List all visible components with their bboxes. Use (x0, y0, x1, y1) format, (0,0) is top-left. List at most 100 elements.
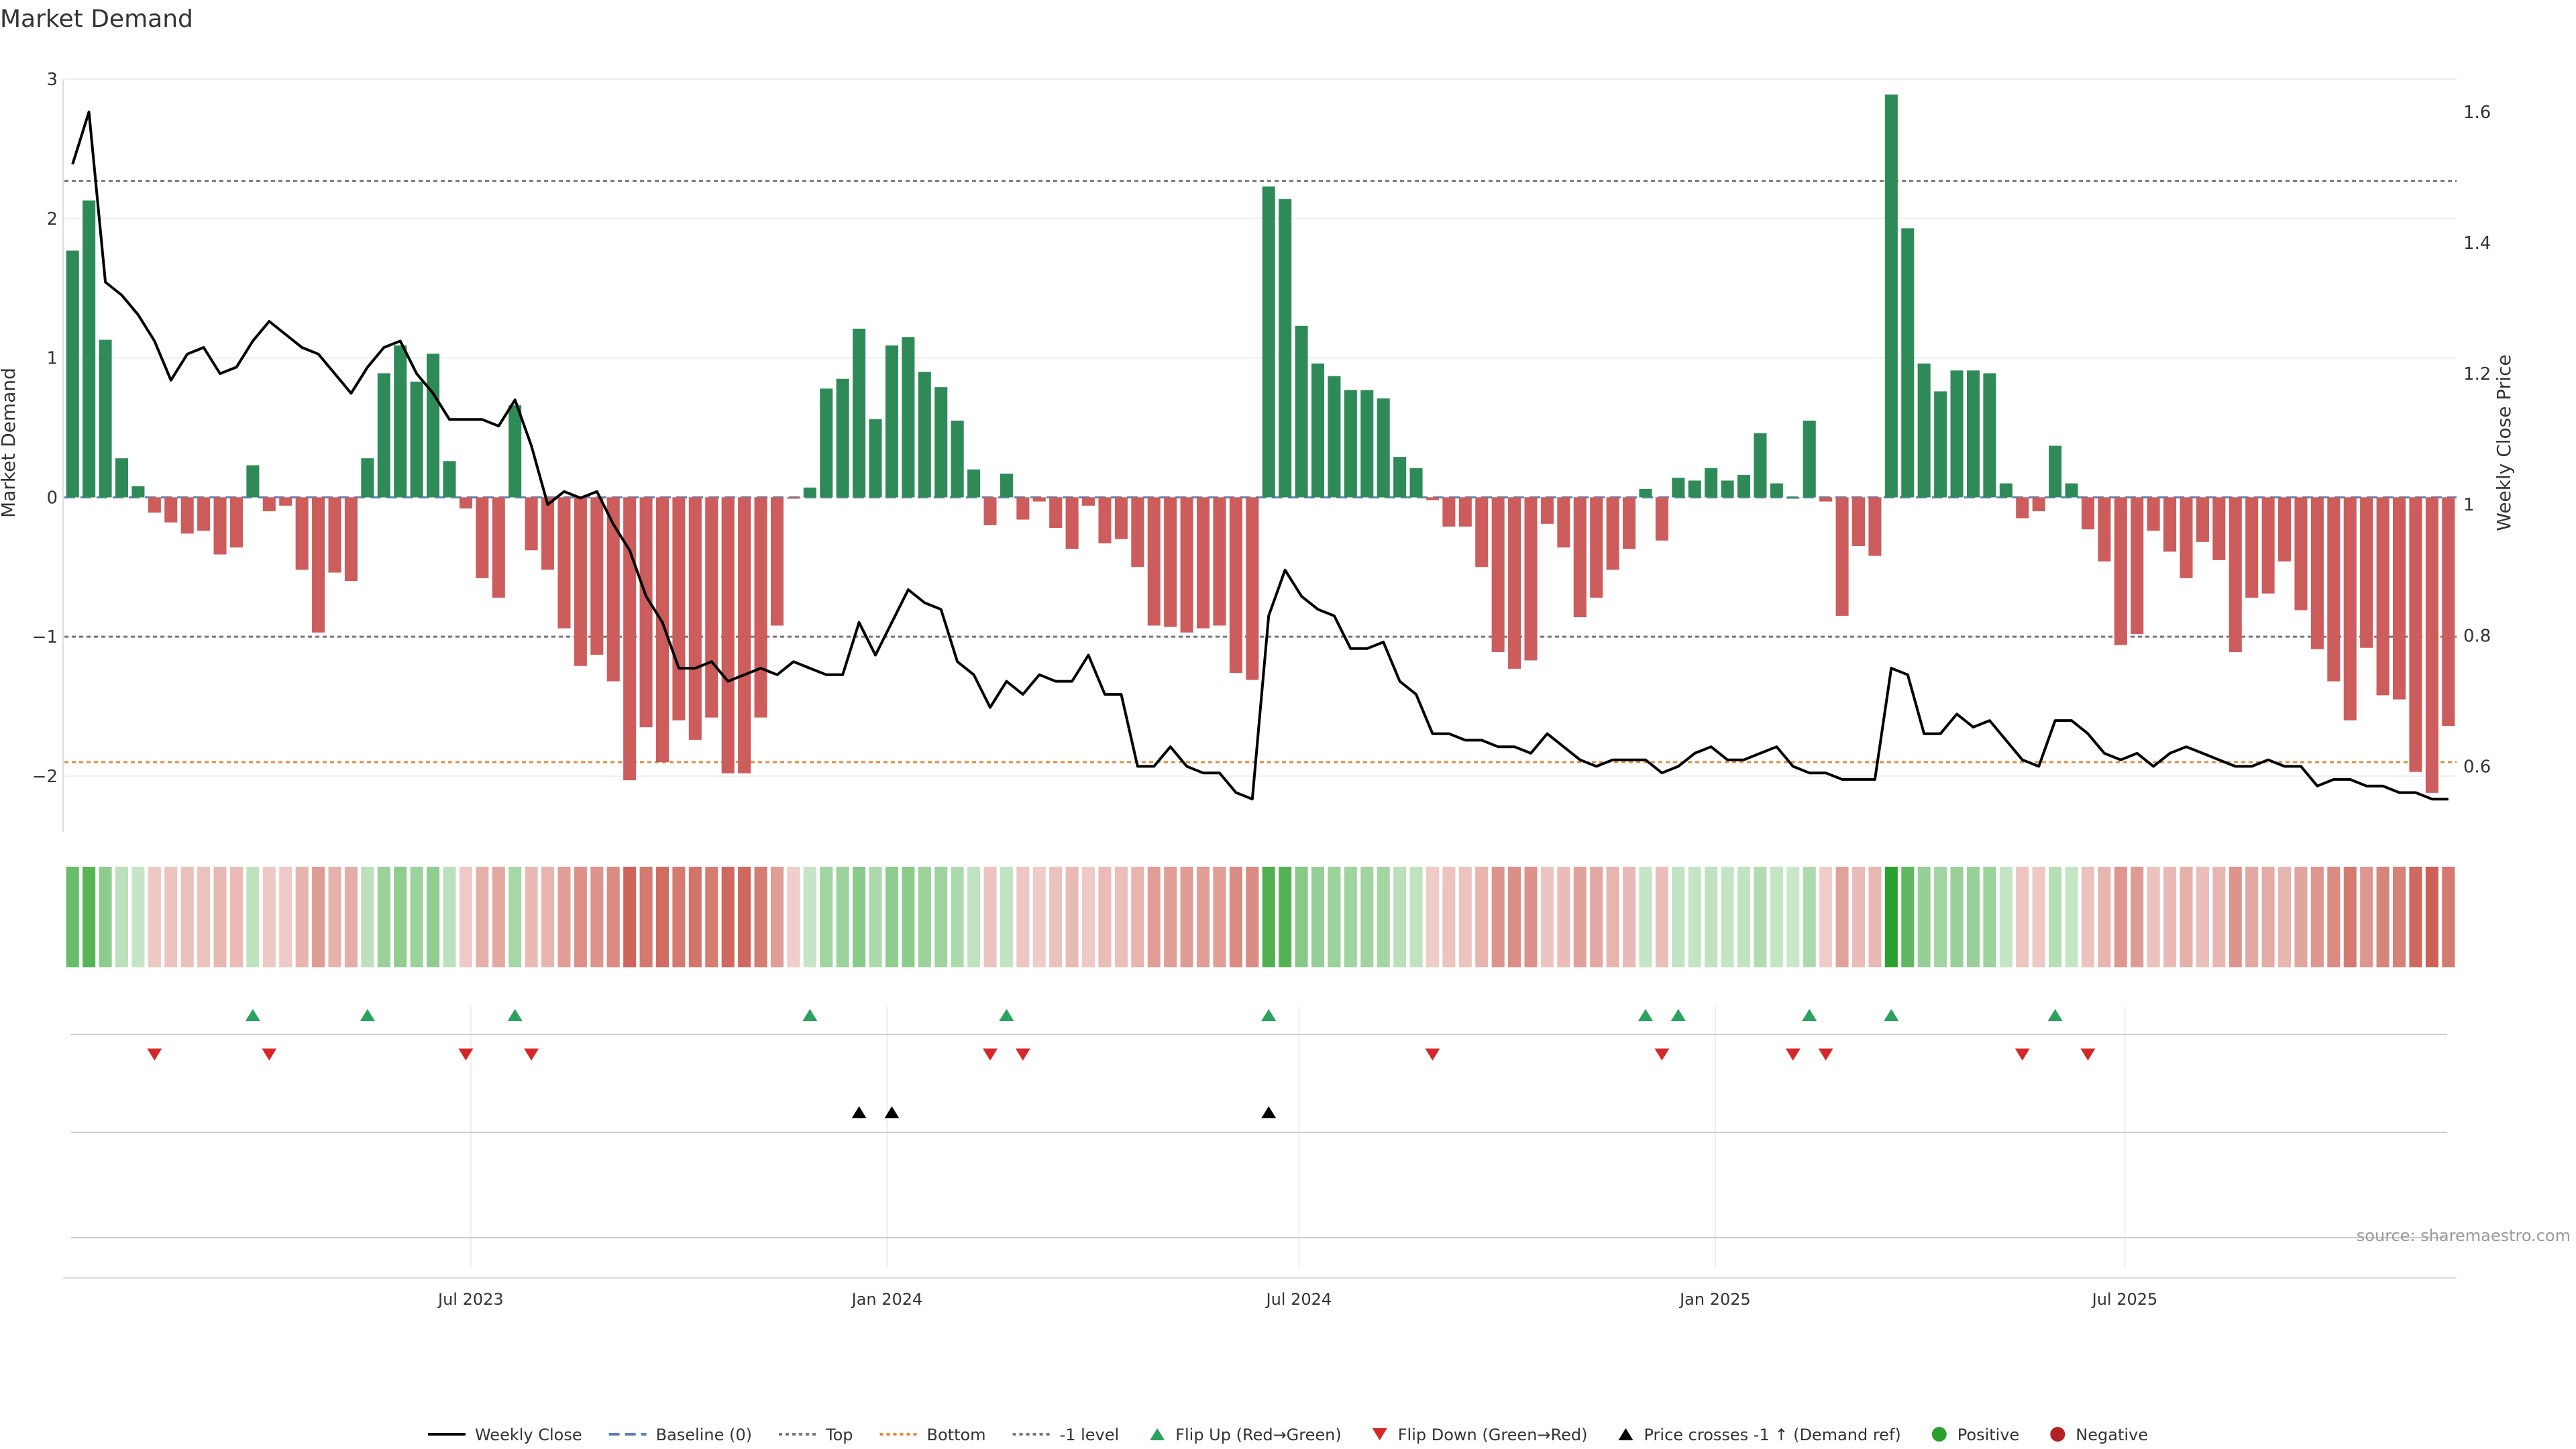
demand-bar (2016, 497, 2029, 519)
demand-bar (2278, 497, 2292, 561)
demand-bar (492, 497, 505, 598)
demand-bar (1032, 497, 1046, 502)
y-tick-label: −2 (32, 767, 58, 787)
demand-bar (1623, 497, 1636, 549)
heat-cell (213, 867, 227, 967)
heat-cell (934, 867, 948, 967)
heat-cell (2294, 867, 2308, 967)
demand-bar (1114, 497, 1128, 539)
price-cross-marker (1261, 1106, 1277, 1118)
demand-bar (1442, 497, 1456, 527)
heat-cell (443, 867, 456, 967)
demand-bar (2098, 497, 2111, 561)
demand-bar (1508, 497, 1521, 669)
demand-bar (1917, 363, 1931, 498)
heat-cell (1426, 867, 1439, 967)
heat-cell (229, 867, 243, 967)
flip-down-marker (1818, 1049, 1833, 1061)
demand-bar (1229, 497, 1242, 674)
heat-cell (738, 867, 751, 967)
demand-bar (66, 250, 79, 498)
heat-cell (1131, 867, 1144, 967)
heat-cell (394, 867, 407, 967)
demand-bar (1983, 373, 1996, 498)
demand-bar (1966, 370, 1980, 498)
demand-bar (1573, 497, 1587, 618)
demand-bar (1131, 497, 1144, 568)
demand-bar (1065, 497, 1079, 549)
demand-bar (2245, 497, 2259, 598)
axes: Market Demand Weekly Close Price 3 2 1 0 −1 −… (0, 70, 2515, 832)
demand-bar (672, 497, 686, 720)
heat-cell (279, 867, 292, 967)
heat-cell (2098, 867, 2111, 967)
heat-cell (1573, 867, 1587, 967)
heat-cell (1868, 867, 1882, 967)
demand-bar (803, 487, 816, 498)
demand-bar (902, 337, 915, 498)
heat-cell (951, 867, 964, 967)
flip-down-marker (458, 1049, 474, 1061)
demand-bar (476, 497, 489, 578)
heat-cell (1917, 867, 1931, 967)
flip-up-marker (2047, 1009, 2063, 1021)
demand-bar (983, 497, 997, 525)
flip-down-marker (1785, 1049, 1801, 1061)
y-tick-label: 2 (46, 209, 58, 229)
x-axis: Jul 2023 Jan 2024 Jul 2024 Jan 2025 Jul 2025 (63, 1277, 2457, 1309)
demand-bar (2114, 497, 2127, 645)
heat-cell (1934, 867, 1947, 967)
demand-bar (2212, 497, 2226, 560)
heat-cell (1491, 867, 1505, 967)
flip-down-marker (1015, 1049, 1030, 1061)
demand-bar (1082, 497, 1095, 506)
heat-cell (1311, 867, 1325, 967)
heat-cell (2245, 867, 2259, 967)
demand-bar (1819, 497, 1833, 502)
demand-bar (2442, 497, 2455, 727)
heat-cell (148, 867, 161, 967)
demand-bar (1901, 228, 1915, 498)
heat-cell (1098, 867, 1112, 967)
legend-label: Price crosses -1 ↑ (Demand ref) (1644, 1426, 1900, 1444)
heat-cell (1229, 867, 1242, 967)
heat-cell (427, 867, 440, 967)
heat-cell (1524, 867, 1538, 967)
demand-bar (1590, 497, 1603, 598)
heat-cell (787, 867, 800, 967)
heat-cell (1180, 867, 1193, 967)
heat-cell (869, 867, 882, 967)
x-tick-label: Jan 2025 (1678, 1290, 1751, 1309)
legend-label: Negative (2076, 1426, 2148, 1444)
heat-cell (2049, 867, 2062, 967)
demand-bar (1639, 488, 1652, 498)
flip-up-marker (1884, 1009, 1899, 1021)
heat-cell (836, 867, 849, 967)
heat-cell (1393, 867, 1407, 967)
heat-cell (1803, 867, 1816, 967)
legend-label: Flip Up (Red→Green) (1175, 1426, 1342, 1444)
heat-cell (1114, 867, 1128, 967)
demand-bar (328, 497, 341, 573)
heat-cell (1409, 867, 1423, 967)
x-tick-label: Jul 2024 (1265, 1290, 1332, 1309)
heat-cell (2310, 867, 2324, 967)
legend-item: Negative (2050, 1426, 2148, 1444)
heat-cell (1000, 867, 1013, 967)
demand-bar (1328, 376, 1341, 498)
demand-bar (262, 497, 276, 512)
flip-up-marker (1670, 1009, 1686, 1021)
demand-bar (1770, 483, 1783, 498)
demand-bar (1884, 94, 1898, 498)
y2-tick-label: 1.4 (2463, 233, 2491, 254)
heat-cell (1049, 867, 1063, 967)
heat-cell (2081, 867, 2094, 967)
heat-cell (1295, 867, 1308, 967)
demand-bar (2229, 497, 2242, 652)
heat-cell (344, 867, 358, 967)
heat-cell (1655, 867, 1668, 967)
demand-bar (655, 497, 669, 763)
demand-bar (1999, 483, 2012, 498)
demand-bar (2392, 497, 2406, 700)
demand-bar (344, 497, 358, 581)
